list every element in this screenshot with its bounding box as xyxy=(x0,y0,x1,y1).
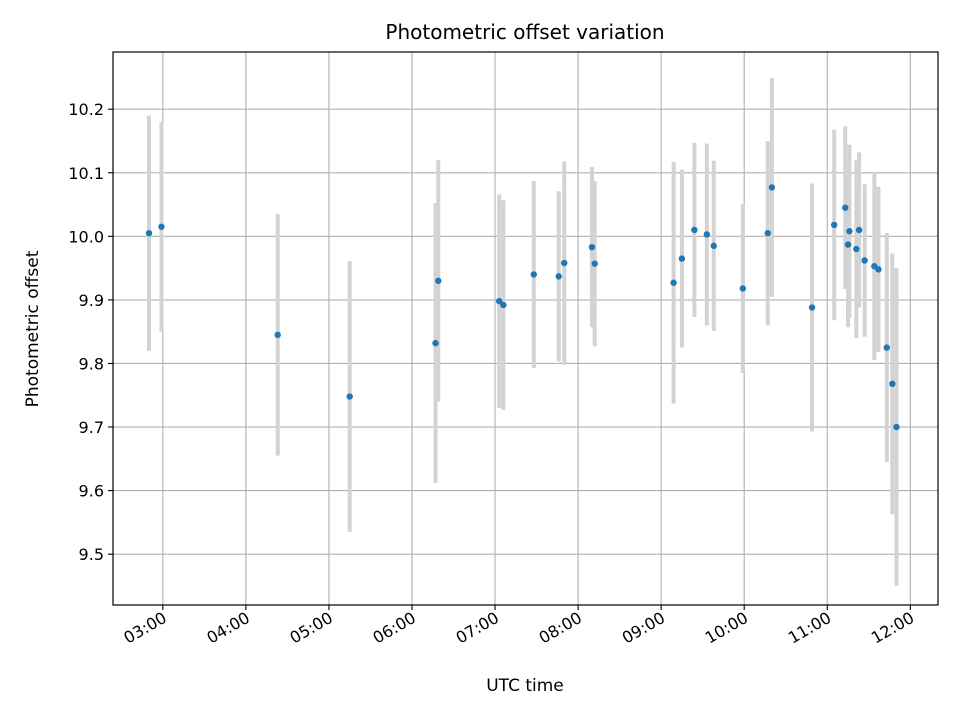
data-point xyxy=(889,380,896,387)
data-point xyxy=(530,271,538,278)
y-tick-label: 9.6 xyxy=(79,482,104,501)
data-point xyxy=(875,266,882,273)
grid xyxy=(113,52,938,605)
data-point xyxy=(158,223,165,230)
y-tick-label: 9.8 xyxy=(79,354,104,373)
x-axis-label: UTC time xyxy=(486,676,564,696)
data-point xyxy=(435,277,442,285)
plot-frame xyxy=(112,51,939,606)
data-point xyxy=(555,273,562,280)
data-point xyxy=(495,297,503,305)
data-points xyxy=(145,184,900,431)
y-tick-label: 10.1 xyxy=(68,164,104,183)
data-point xyxy=(883,344,890,351)
data-point xyxy=(739,285,747,292)
data-point xyxy=(844,241,852,248)
chart-title: Photometric offset variation xyxy=(385,20,664,44)
data-point xyxy=(691,226,698,234)
y-axis-label: Photometric offset xyxy=(23,250,43,407)
data-point xyxy=(500,301,507,309)
data-point xyxy=(861,257,868,264)
y-tick-label: 9.7 xyxy=(79,418,104,437)
data-point xyxy=(346,393,353,400)
data-point xyxy=(703,231,711,238)
data-point xyxy=(764,229,771,237)
data-point xyxy=(808,304,816,311)
data-point xyxy=(893,423,900,431)
data-point xyxy=(561,259,568,267)
y-tick-label: 10.2 xyxy=(68,100,104,119)
data-point xyxy=(710,242,717,250)
data-point xyxy=(768,184,776,191)
data-point xyxy=(145,229,153,237)
y-tick-label: 9.9 xyxy=(79,291,104,310)
data-point xyxy=(588,243,596,251)
y-tick-label: 9.5 xyxy=(79,545,104,564)
data-point xyxy=(432,339,439,347)
data-point xyxy=(274,331,281,339)
data-point xyxy=(853,245,860,253)
data-point xyxy=(855,226,863,234)
data-point xyxy=(830,221,838,229)
y-tick-label: 10.0 xyxy=(68,227,104,246)
data-point xyxy=(670,279,677,286)
data-point xyxy=(842,204,849,211)
data-point xyxy=(846,228,853,235)
data-point xyxy=(591,260,598,267)
y-axis: 9.5 9.6 9.7 9.8 9.9 10.0 10.1 10.2 xyxy=(68,100,113,564)
data-point xyxy=(678,255,686,262)
